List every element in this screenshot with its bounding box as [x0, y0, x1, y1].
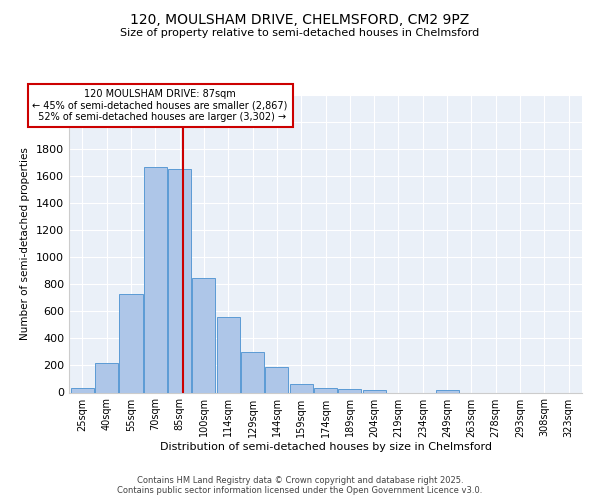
Bar [119, 294, 143, 392]
Bar [168, 170, 191, 392]
Bar [193, 278, 215, 392]
Bar [241, 352, 264, 393]
Bar [71, 388, 94, 392]
Y-axis label: Number of semi-detached properties: Number of semi-detached properties [20, 148, 31, 340]
Bar [217, 318, 240, 392]
Bar [338, 389, 361, 392]
Text: 120, MOULSHAM DRIVE, CHELMSFORD, CM2 9PZ: 120, MOULSHAM DRIVE, CHELMSFORD, CM2 9PZ [130, 12, 470, 26]
Bar [314, 388, 337, 392]
Text: 120 MOULSHAM DRIVE: 87sqm
← 45% of semi-detached houses are smaller (2,867)
 52%: 120 MOULSHAM DRIVE: 87sqm ← 45% of semi-… [32, 89, 288, 122]
Bar [436, 390, 458, 392]
X-axis label: Distribution of semi-detached houses by size in Chelmsford: Distribution of semi-detached houses by … [160, 442, 491, 452]
Bar [144, 166, 167, 392]
Bar [362, 390, 386, 392]
Text: Contains HM Land Registry data © Crown copyright and database right 2025.
Contai: Contains HM Land Registry data © Crown c… [118, 476, 482, 495]
Bar [95, 363, 118, 392]
Text: Size of property relative to semi-detached houses in Chelmsford: Size of property relative to semi-detach… [121, 28, 479, 38]
Bar [265, 368, 289, 392]
Bar [290, 384, 313, 392]
